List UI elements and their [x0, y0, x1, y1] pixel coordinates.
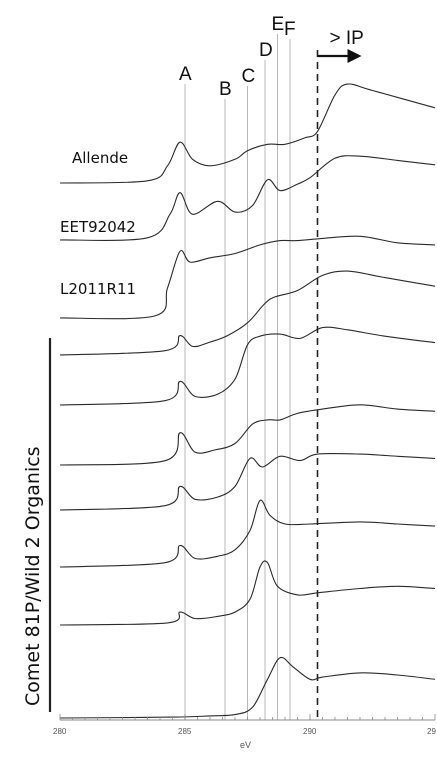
spectrum-line-2 [59, 155, 436, 241]
x-tick-label: 280 [53, 727, 67, 736]
peak-label-d: D [259, 40, 273, 61]
sample-labels: Allende EET92042 L2011R11 [60, 149, 136, 298]
peak-label-c: C [242, 66, 256, 87]
spectrum-line-1 [59, 83, 436, 184]
spectrum-line-9 [59, 560, 436, 626]
spectrum-line-3 [59, 235, 436, 320]
peak-marker-lines [184, 34, 291, 720]
series-label-l2011r11: L2011R11 [60, 280, 136, 298]
x-tick-label: 285 [178, 727, 192, 736]
peak-label-b: B [219, 79, 232, 100]
group-label: Comet 81P/Wild 2 Organics [22, 446, 44, 706]
spectrum-line-10 [59, 656, 436, 719]
peak-label-f: F [284, 19, 296, 40]
series-label-eet92042: EET92042 [60, 218, 136, 236]
spectrum-line-5 [59, 326, 436, 406]
series-label-allende: Allende [72, 149, 128, 167]
spectrum-line-6 [59, 404, 436, 466]
x-axis-minor-ticks [59, 714, 436, 720]
x-axis-title: eV [240, 740, 251, 750]
x-tick-label: 290 [303, 727, 317, 736]
x-axis: 280 285 290 29 eV [53, 714, 436, 750]
ionization-potential-marker: > IP [316, 28, 364, 720]
ip-arrow-head-icon [347, 49, 362, 63]
ip-label: > IP [330, 28, 364, 49]
peak-label-a: A [179, 64, 192, 85]
comet-group-annotation: Comet 81P/Wild 2 Organics [22, 338, 52, 712]
spectra-series [59, 83, 436, 719]
spectrum-line-4 [59, 270, 436, 356]
x-axis-tick-labels: 280 285 290 29 [53, 727, 436, 736]
x-tick-label: 29 [427, 727, 436, 736]
peak-label-e: E [272, 14, 285, 35]
spectrum-line-7 [59, 452, 436, 511]
spectrum-line-8 [59, 499, 436, 568]
